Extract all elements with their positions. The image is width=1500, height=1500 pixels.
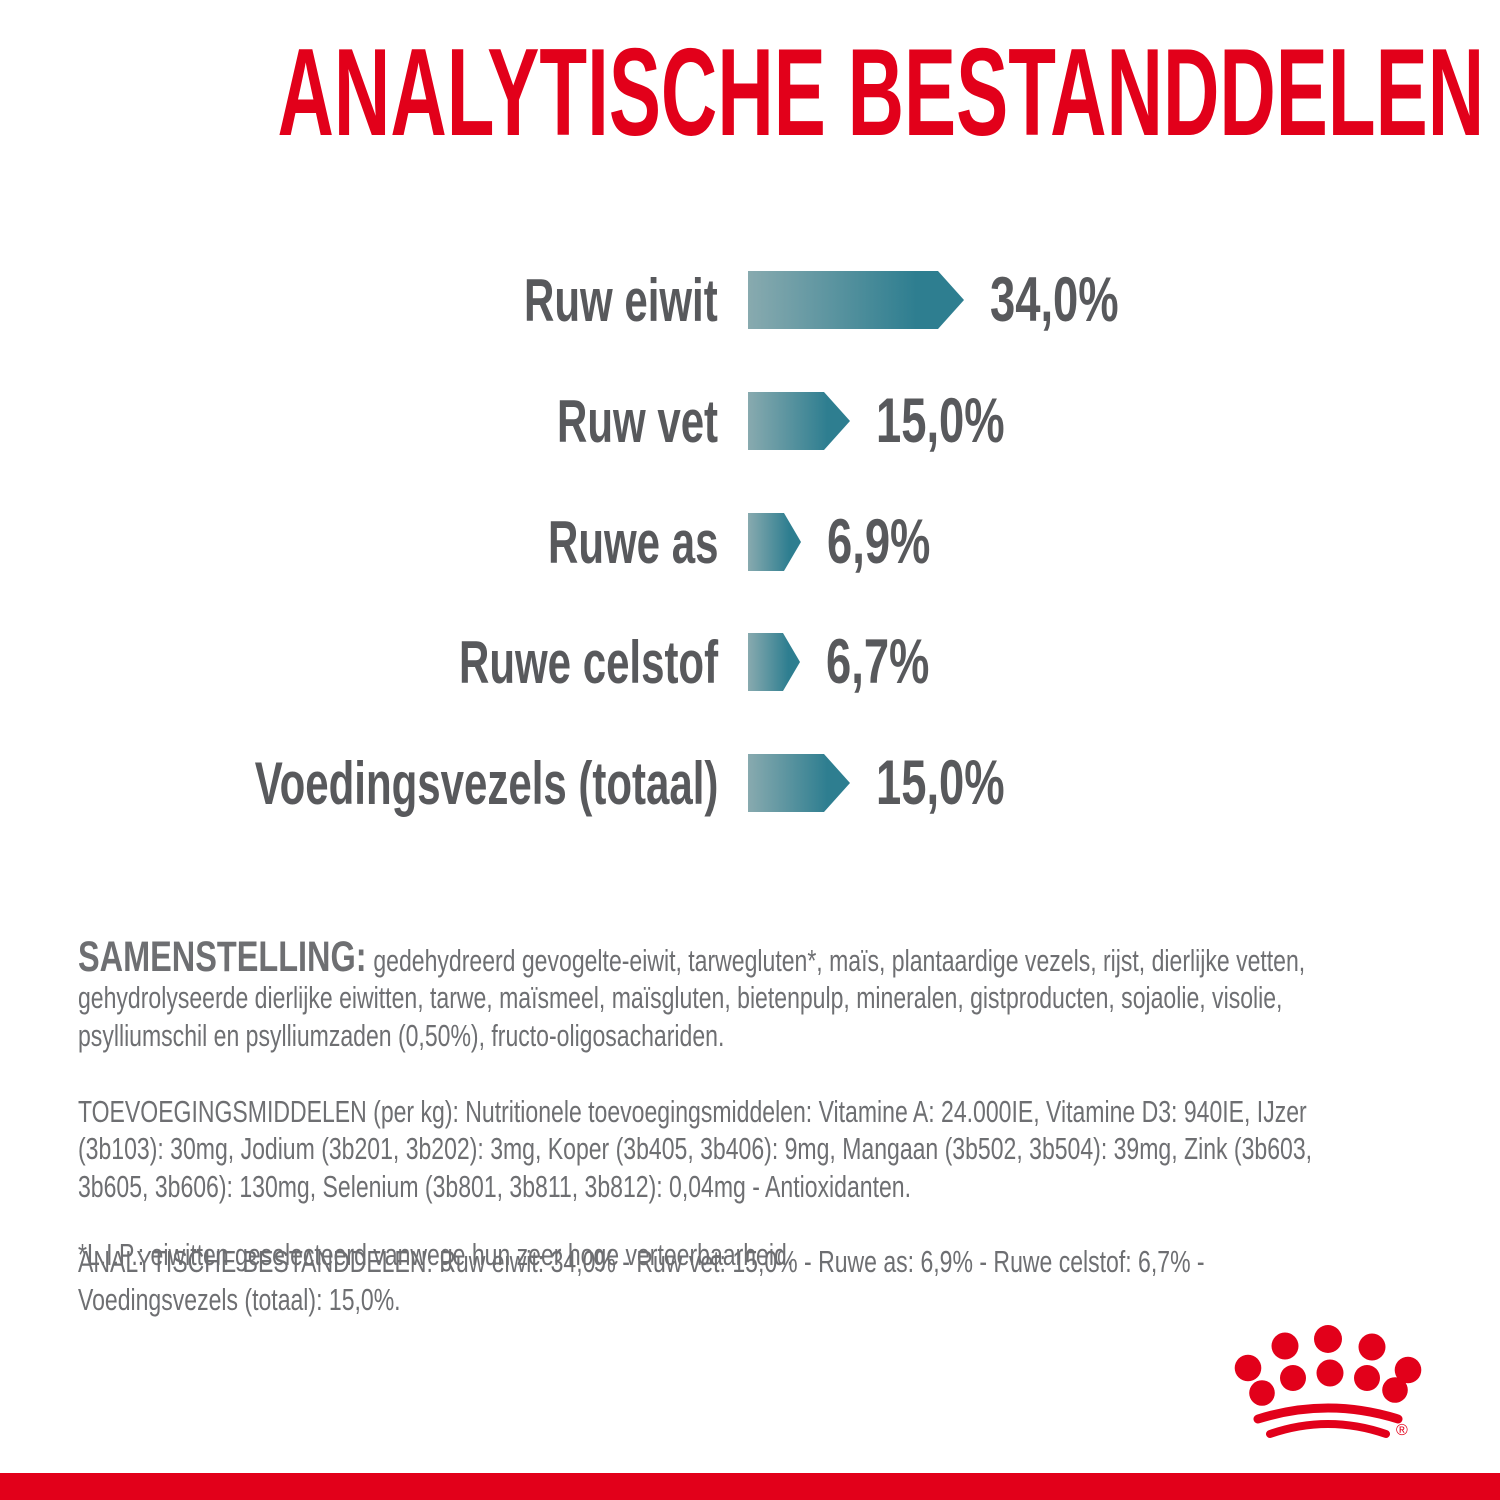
analytical-chart: Ruw eiwit 34,0% Ruw vet 15,0% Ruwe as 6,… — [0, 265, 1500, 818]
chart-row-value: 15,0% — [876, 386, 1005, 456]
analytical-paragraph: ANALYTISCHE BESTANDDELEN: Ruw eiwit: 34,… — [78, 1245, 1205, 1318]
chart-row-bar — [748, 392, 850, 450]
registered-mark: ® — [1396, 1422, 1408, 1439]
chart-row-label: Voedingsvezels (totaal) — [254, 749, 718, 817]
chart-row: Ruw eiwit 34,0% — [0, 265, 1500, 335]
chart-row-bar — [748, 633, 800, 691]
composition-paragraph: SAMENSTELLING: gedehydreerd gevogelte-eiw… — [78, 935, 1500, 1056]
chart-row-value: 6,7% — [826, 627, 930, 697]
chart-row: Ruwe celstof 6,7% — [0, 627, 1500, 697]
chart-row-value: 34,0% — [990, 265, 1119, 335]
composition-lead: SAMENSTELLING: — [78, 932, 367, 981]
ingredients-text-block: SAMENSTELLING: gedehydreerd gevogelte-eiw… — [78, 905, 1500, 1357]
chart-row: Voedingsvezels (totaal) 15,0% — [0, 748, 1500, 818]
crown-dots — [1234, 1325, 1422, 1406]
chart-row-bar — [748, 271, 964, 329]
chart-row-label: Ruw vet — [556, 387, 718, 455]
chart-row-value: 15,0% — [876, 748, 1005, 818]
composition-body: gedehydreerd gevogelte-eiwit, tarweglute… — [78, 943, 1306, 1054]
royal-canin-crown-logo: ® — [1234, 1325, 1422, 1439]
chart-row: Ruwe as 6,9% — [0, 507, 1500, 577]
bottom-red-bar — [0, 1473, 1500, 1500]
additives-paragraph: TOEVOEGINGSMIDDELEN (per kg): Nutritione… — [78, 1094, 1313, 1204]
chart-row: Ruw vet 15,0% — [0, 386, 1500, 456]
chart-row-value: 6,9% — [827, 507, 931, 577]
crown-arcs — [1253, 1403, 1403, 1438]
lip-footnote: *L.I.P.: eiwitten geselecteerd vanwege h… — [78, 1238, 794, 1272]
chart-row-label: Ruwe as — [547, 508, 718, 576]
chart-row-bar — [748, 513, 801, 571]
chart-row-label: Ruwe celstof — [458, 628, 718, 696]
chart-row-bar — [748, 754, 850, 812]
chart-row-label: Ruw eiwit — [524, 266, 718, 334]
